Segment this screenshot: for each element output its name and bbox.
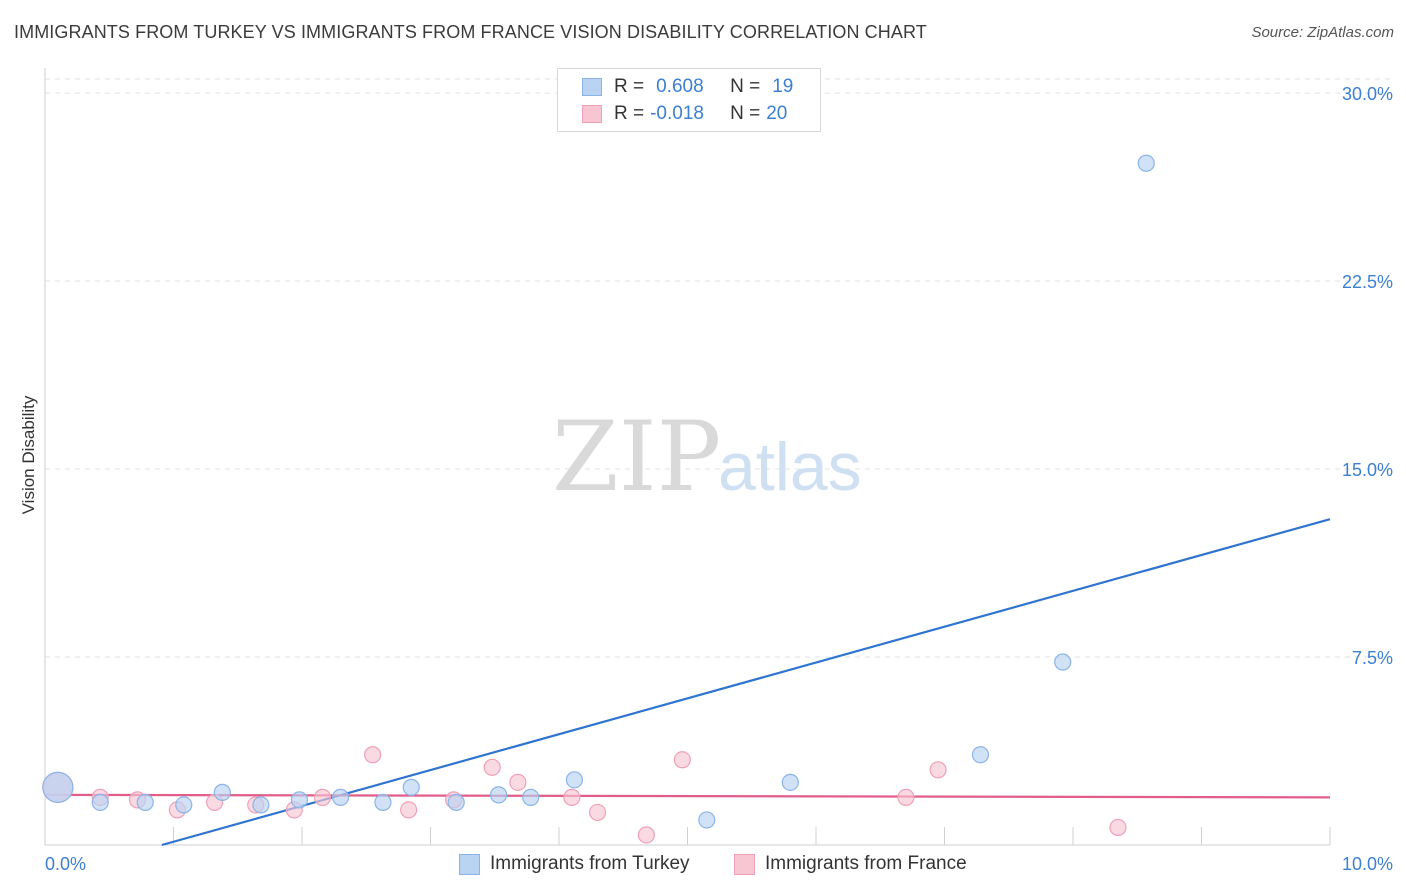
france-swatch [582,105,602,123]
turkey-swatch [582,78,602,96]
france-point-12[interactable] [509,773,527,791]
france-n-value: 20 [766,103,788,124]
turkey-legend-swatch [459,853,480,875]
france-point-14[interactable] [588,803,607,822]
france-point-17[interactable] [897,788,915,806]
france-point-19[interactable] [1109,818,1127,837]
legend-row-france: R = -0.018 N = 20 [582,102,787,126]
stats-legend: R = 0.608 N = 19 R = -0.018 N = 20 [557,68,821,132]
turkey-n-label: N = [730,76,761,97]
turkey-point-7[interactable] [331,788,350,806]
data-points [42,154,1155,844]
turkey-point-18[interactable] [1137,154,1155,172]
turkey-point-2[interactable] [136,793,154,811]
turkey-n-value: 19 [772,76,794,97]
watermark-atlas: atlas [718,429,862,505]
france-legend-swatch [734,853,755,875]
source-label: Source: ZipAtlas.com [1251,24,1394,41]
france-point-16[interactable] [673,751,691,769]
turkey-point-0[interactable] [42,771,74,803]
turkey-point-10[interactable] [447,793,465,811]
france-point-13[interactable] [563,788,581,806]
turkey-point-4[interactable] [213,783,231,801]
y-tick-label-0: 7.5% [1352,648,1393,668]
trend-lines [44,518,1331,847]
france-point-15[interactable] [637,826,655,844]
france-n-label: N = [730,103,761,124]
turkey-point-6[interactable] [290,791,309,809]
turkey-point-14[interactable] [698,811,716,829]
x-tick-label-0: 0.0% [45,854,86,874]
x-tick-labels: 0.0% 10.0% [45,854,1393,874]
turkey-point-11[interactable] [490,786,508,804]
y-tick-label-1: 15.0% [1342,460,1393,480]
france-point-9[interactable] [400,801,418,819]
france-point-11[interactable] [483,758,501,776]
watermark-zip: ZIP [552,401,721,513]
turkey-point-3[interactable] [175,796,193,814]
turkey-point-9[interactable] [402,778,420,796]
legend-item-france[interactable]: Immigrants from France [734,852,967,876]
trend-line-france [44,793,1331,799]
x-tick-label-1: 10.0% [1342,854,1393,874]
turkey-legend-label: Immigrants from Turkey [490,853,690,874]
turkey-point-12[interactable] [522,788,540,806]
legend-row-turkey: R = 0.608 N = 19 [582,75,793,99]
y-axis-label: Vision Disability [19,395,38,514]
france-point-7[interactable] [313,788,332,806]
france-r-value: -0.018 [650,103,704,124]
chart-title: IMMIGRANTS FROM TURKEY VS IMMIGRANTS FRO… [14,22,927,42]
axes [44,68,1331,846]
turkey-point-13[interactable] [565,771,584,789]
y-tick-label-2: 22.5% [1342,272,1393,292]
turkey-point-5[interactable] [252,796,270,814]
grid-lines [45,78,1392,658]
turkey-r-value: 0.608 [656,76,704,97]
y-tick-label-3: 30.0% [1342,84,1393,104]
france-point-8[interactable] [364,746,382,764]
watermark: ZIP atlas [552,401,862,513]
turkey-r-label: R = [614,76,645,97]
france-point-18[interactable] [929,761,947,779]
y-tick-labels: 7.5% 15.0% 22.5% 30.0% [1342,84,1393,668]
turkey-point-1[interactable] [91,793,109,811]
legend-item-turkey[interactable]: Immigrants from Turkey [459,852,690,876]
turkey-point-16[interactable] [971,746,990,764]
turkey-point-8[interactable] [374,793,392,811]
france-legend-label: Immigrants from France [765,853,967,874]
trend-line-turkey [161,518,1331,847]
france-r-label: R = [614,103,645,124]
turkey-point-17[interactable] [1054,653,1072,671]
turkey-point-15[interactable] [781,773,799,791]
